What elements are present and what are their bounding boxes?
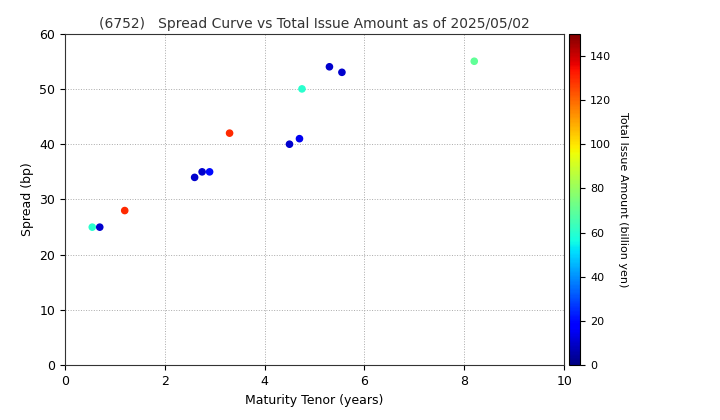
X-axis label: Maturity Tenor (years): Maturity Tenor (years) (246, 394, 384, 407)
Point (294, 135, 305, 142)
Point (336, 69, 348, 76)
Point (296, 86, 307, 92)
Point (469, 58, 480, 65)
Point (119, 207, 130, 214)
Point (204, 168, 215, 175)
Title: (6752)   Spread Curve vs Total Issue Amount as of 2025/05/02: (6752) Spread Curve vs Total Issue Amoun… (99, 17, 530, 31)
Point (94, 224, 106, 231)
Point (189, 174, 200, 181)
Point (284, 141, 295, 147)
Point (324, 63, 336, 70)
Point (224, 130, 235, 136)
Y-axis label: Spread (bp): Spread (bp) (21, 163, 34, 236)
Point (197, 168, 208, 175)
Y-axis label: Total Issue Amount (billion yen): Total Issue Amount (billion yen) (618, 112, 628, 287)
Point (86, 224, 98, 231)
